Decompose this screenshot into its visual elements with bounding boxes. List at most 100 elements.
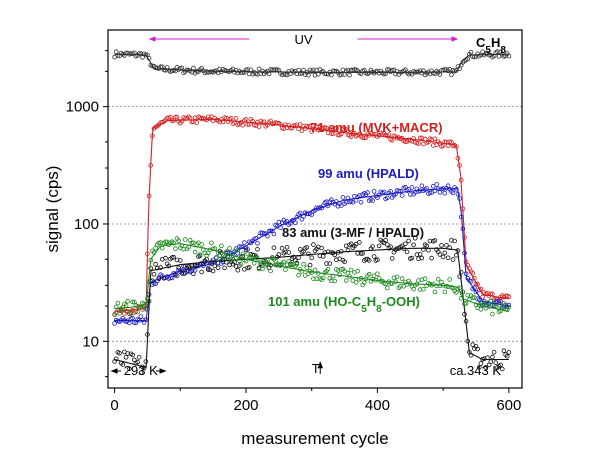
series-label-2: 99 amu (HPALD) [318, 166, 419, 181]
data-point [457, 274, 462, 279]
data-point [411, 286, 416, 292]
data-point [136, 354, 142, 360]
axes: 0 200 400 600 10 100 1000 [66, 50, 521, 414]
data-point [398, 189, 403, 194]
data-point [169, 275, 175, 281]
data-point [506, 350, 512, 355]
data-point [473, 289, 479, 295]
label-part: H [367, 294, 376, 309]
data-point [347, 72, 352, 78]
data-point [182, 270, 188, 276]
data-point [155, 265, 160, 271]
data-point [403, 241, 408, 247]
x-tick-label: 200 [233, 397, 258, 414]
data-point [222, 254, 227, 260]
data-point [465, 292, 471, 298]
data-point [320, 275, 326, 281]
data-point [217, 253, 223, 259]
y-tick-label: 100 [74, 216, 99, 233]
data-point [268, 268, 273, 274]
data-point [299, 269, 305, 274]
data-point [442, 289, 448, 295]
data-point [245, 251, 250, 257]
data-point [384, 195, 390, 201]
data-point [437, 252, 443, 257]
series-1 [112, 114, 512, 317]
data-point [283, 267, 288, 272]
data-point [140, 55, 145, 60]
data-point [240, 251, 246, 257]
label-part: 101 amu (HO-C [268, 294, 362, 309]
data-point [398, 284, 403, 289]
series-0 [112, 49, 512, 78]
data-point [453, 68, 459, 73]
data-point [138, 370, 144, 376]
data-point [153, 261, 158, 267]
data-point [499, 366, 505, 372]
data-point [399, 193, 405, 198]
plot-frame [107, 29, 523, 389]
data-point [256, 66, 262, 72]
data-point [156, 276, 162, 282]
series-label-3: 83 amu (3-MF / HPALD) [282, 225, 424, 240]
data-point [442, 190, 448, 196]
data-point [343, 278, 349, 283]
data-point [233, 116, 239, 121]
x-tick-label: 400 [365, 397, 390, 414]
data-point [130, 352, 135, 358]
data-point [265, 258, 270, 263]
data-point [181, 247, 186, 252]
data-point [304, 265, 310, 271]
data-point [237, 258, 242, 264]
y-tick-label: 10 [82, 333, 99, 350]
data-point [495, 49, 500, 54]
data-point [283, 249, 288, 255]
data-point [501, 348, 507, 354]
data-point [371, 189, 377, 194]
data-point [210, 246, 216, 252]
data-point [439, 243, 444, 248]
data-point [255, 255, 260, 261]
data-point [255, 241, 260, 246]
data-point [158, 240, 163, 245]
data-point [284, 245, 290, 250]
data-point [437, 72, 443, 77]
data-point [480, 294, 485, 300]
data-point [276, 252, 282, 257]
data-point [256, 124, 262, 129]
data-point [383, 281, 388, 287]
data-point [475, 346, 480, 352]
series-3 [112, 235, 512, 376]
data-point [168, 114, 173, 120]
series-layer [112, 49, 512, 376]
data-point [238, 262, 244, 267]
data-point [291, 254, 296, 260]
data-point [179, 270, 185, 276]
data-point [445, 183, 451, 189]
data-point [447, 277, 453, 282]
data-point [238, 70, 244, 75]
data-point [416, 141, 421, 146]
data-point [450, 257, 456, 262]
data-point [357, 240, 362, 245]
data-point [256, 266, 262, 272]
data-point [404, 249, 410, 255]
data-point [219, 243, 224, 249]
data-point [319, 245, 324, 251]
data-point [383, 71, 388, 76]
data-point [365, 190, 370, 195]
data-point [135, 309, 140, 315]
data-point [476, 364, 482, 370]
data-point [178, 258, 183, 263]
subscript: 8 [376, 304, 382, 315]
data-point [334, 126, 339, 131]
data-point [260, 266, 265, 272]
data-point [179, 119, 185, 124]
data-point [345, 247, 351, 253]
data-point [393, 191, 398, 197]
series-line [114, 243, 510, 312]
data-point [153, 245, 158, 251]
data-point [406, 238, 411, 244]
data-point [498, 362, 503, 368]
data-point [268, 67, 273, 72]
